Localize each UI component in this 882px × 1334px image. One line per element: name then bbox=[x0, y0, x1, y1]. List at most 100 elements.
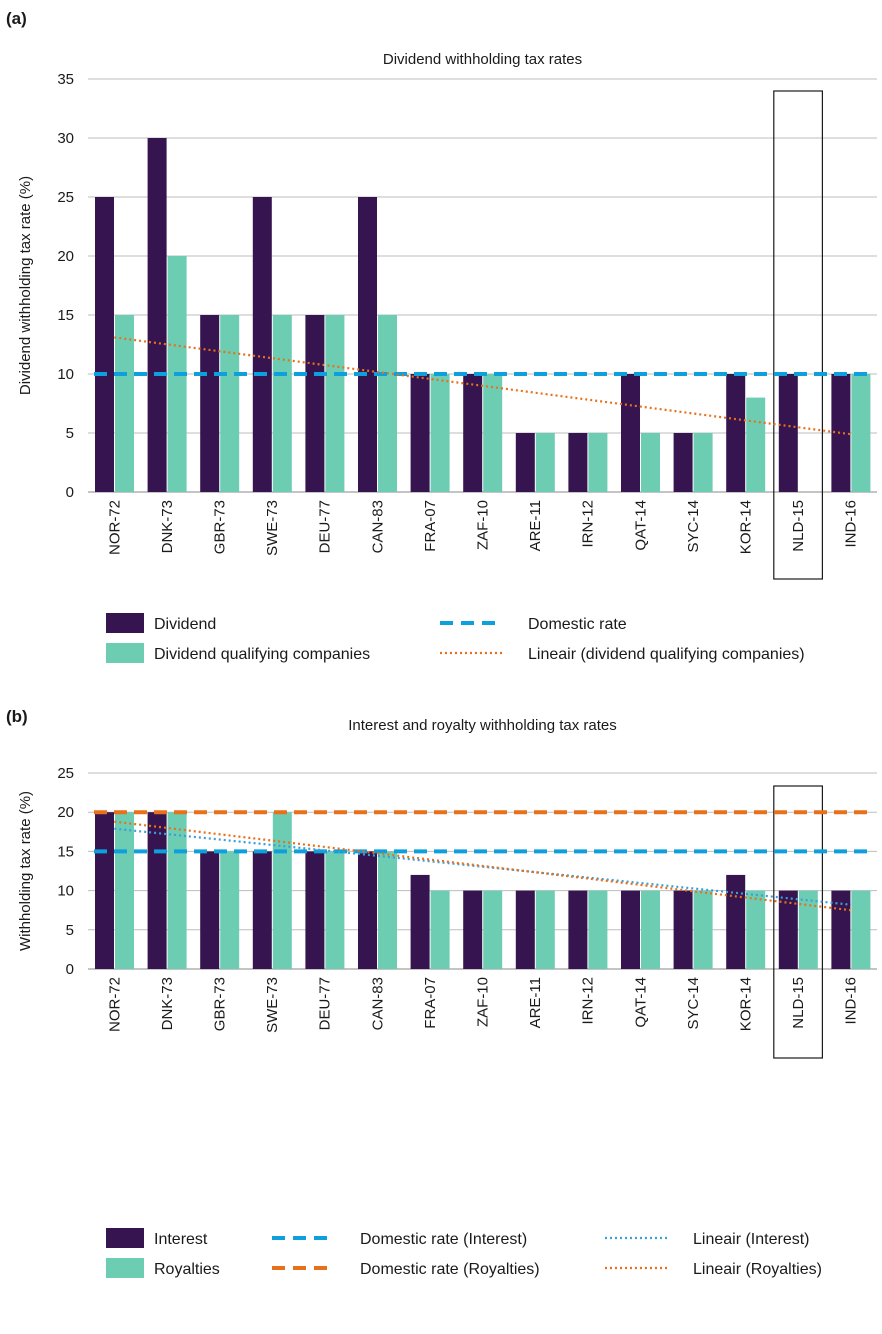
bar-interest bbox=[95, 812, 114, 969]
bar-interest bbox=[200, 851, 220, 969]
x-tick-label: IND-16 bbox=[843, 500, 860, 548]
x-tick-label: ARE-11 bbox=[527, 977, 544, 1028]
bar-dividend-qualifying-companies bbox=[693, 433, 713, 492]
bar-dividend-qualifying-companies bbox=[851, 374, 871, 492]
chart-panel-a: (a) Dividend withholding tax rates 0 5 10 15 2… bbox=[6, 9, 877, 663]
bar-dividend bbox=[515, 433, 535, 492]
chart-title: Interest and royalty withholding tax rat… bbox=[348, 717, 616, 734]
bar-dividend bbox=[778, 374, 798, 492]
bar-dividend bbox=[463, 374, 483, 492]
bar-royalties bbox=[535, 890, 555, 969]
bar-dividend bbox=[358, 197, 377, 492]
x-tick-label: KOR-14 bbox=[738, 500, 755, 554]
y-tick-label: 5 bbox=[66, 425, 74, 442]
bar-royalties bbox=[325, 851, 345, 969]
y-tick-label: 0 bbox=[66, 961, 74, 978]
bar-royalties bbox=[272, 812, 292, 969]
bar-interest bbox=[621, 890, 640, 969]
bar-royalties bbox=[798, 890, 818, 969]
x-tick-label: NOR-72 bbox=[106, 500, 123, 555]
x-tick-label: KOR-14 bbox=[738, 977, 755, 1031]
x-tick-label: IND-16 bbox=[843, 977, 860, 1025]
x-tick-label: NLD-15 bbox=[790, 500, 807, 552]
bar-interest bbox=[778, 890, 798, 969]
x-tick-label: SYC-14 bbox=[685, 977, 702, 1030]
y-tick-label: 15 bbox=[57, 843, 74, 860]
x-tick-label: IRN-12 bbox=[580, 977, 597, 1025]
legend-swatch bbox=[106, 1228, 144, 1248]
bar-dividend bbox=[95, 197, 114, 492]
bar-dividend bbox=[831, 374, 851, 492]
y-tick-label: 25 bbox=[57, 189, 74, 206]
bar-dividend-qualifying-companies bbox=[641, 433, 660, 492]
bar-royalties bbox=[483, 890, 503, 969]
y-tick-label: 25 bbox=[57, 765, 74, 782]
bar-interest bbox=[463, 890, 483, 969]
x-tick-label: SWE-73 bbox=[264, 977, 281, 1033]
bar-royalties bbox=[115, 812, 134, 969]
bar-interest bbox=[515, 890, 535, 969]
bar-royalties bbox=[641, 890, 660, 969]
legend-swatch bbox=[106, 1258, 144, 1278]
x-tick-label: QAT-14 bbox=[632, 500, 649, 551]
x-tick-label: SYC-14 bbox=[685, 500, 702, 553]
bar-interest bbox=[252, 851, 272, 969]
bar-interest bbox=[831, 890, 851, 969]
bar-interest bbox=[305, 851, 325, 969]
x-tick-label: CAN-83 bbox=[369, 500, 386, 553]
panel-label: (b) bbox=[6, 707, 28, 726]
legend-label: Domestic rate bbox=[528, 616, 627, 633]
bar-dividend bbox=[305, 315, 325, 492]
bar-dividend bbox=[621, 374, 640, 492]
highlight-box bbox=[773, 90, 823, 580]
bar-dividend bbox=[147, 138, 167, 492]
x-tick-label: CAN-83 bbox=[369, 977, 386, 1030]
bar-dividend bbox=[568, 433, 588, 492]
chart-panel-b: (b) Interest and royalty withholding tax … bbox=[6, 707, 877, 1278]
bar-dividend-qualifying-companies bbox=[325, 315, 345, 492]
bar-royalties bbox=[167, 812, 187, 969]
y-axis-label: Dividend withholding tax rate (%) bbox=[17, 176, 34, 395]
highlight-box bbox=[773, 785, 823, 1059]
y-tick-label: 35 bbox=[57, 71, 74, 88]
x-tick-label: DEU-77 bbox=[317, 977, 334, 1030]
bar-dividend bbox=[252, 197, 272, 492]
bar-royalties bbox=[220, 851, 240, 969]
legend-label: Lineair (dividend qualifying companies) bbox=[528, 646, 805, 663]
legend-label: Domestic rate (Royalties) bbox=[360, 1261, 540, 1278]
chart-title: Dividend withholding tax rates bbox=[383, 51, 582, 68]
bar-dividend-qualifying-companies bbox=[535, 433, 555, 492]
trend-line bbox=[114, 336, 851, 436]
bar-dividend-qualifying-companies bbox=[378, 315, 397, 492]
y-tick-label: 0 bbox=[66, 484, 74, 501]
legend-label: Lineair (Interest) bbox=[693, 1231, 810, 1248]
y-tick-label: 30 bbox=[57, 130, 74, 147]
bar-interest bbox=[358, 851, 377, 969]
bar-interest bbox=[726, 874, 746, 969]
y-tick-label: 20 bbox=[57, 248, 74, 265]
x-tick-label: GBR-73 bbox=[212, 500, 229, 554]
x-tick-label: FRA-07 bbox=[422, 500, 439, 552]
x-tick-label: NLD-15 bbox=[790, 977, 807, 1029]
bar-dividend bbox=[200, 315, 220, 492]
legend-label: Dividend qualifying companies bbox=[154, 646, 370, 663]
y-tick-label: 10 bbox=[57, 883, 74, 900]
legend-label: Royalties bbox=[154, 1261, 220, 1278]
bar-dividend-qualifying-companies bbox=[483, 374, 503, 492]
bar-dividend-qualifying-companies bbox=[272, 315, 292, 492]
bar-dividend-qualifying-companies bbox=[588, 433, 608, 492]
legend-label: Lineair (Royalties) bbox=[693, 1261, 822, 1278]
bar-dividend-qualifying-companies bbox=[115, 315, 134, 492]
bar-royalties bbox=[851, 890, 871, 969]
legend-swatch bbox=[106, 643, 144, 663]
bar-interest bbox=[410, 874, 430, 969]
bar-interest bbox=[673, 890, 693, 969]
legend-label: Domestic rate (Interest) bbox=[360, 1231, 527, 1248]
trend-line bbox=[114, 820, 851, 912]
bar-dividend bbox=[410, 374, 430, 492]
bar-dividend-qualifying-companies bbox=[746, 397, 766, 492]
x-tick-label: QAT-14 bbox=[632, 977, 649, 1028]
x-tick-label: IRN-12 bbox=[580, 500, 597, 548]
x-tick-label: ZAF-10 bbox=[475, 977, 492, 1027]
legend-swatch bbox=[106, 613, 144, 633]
